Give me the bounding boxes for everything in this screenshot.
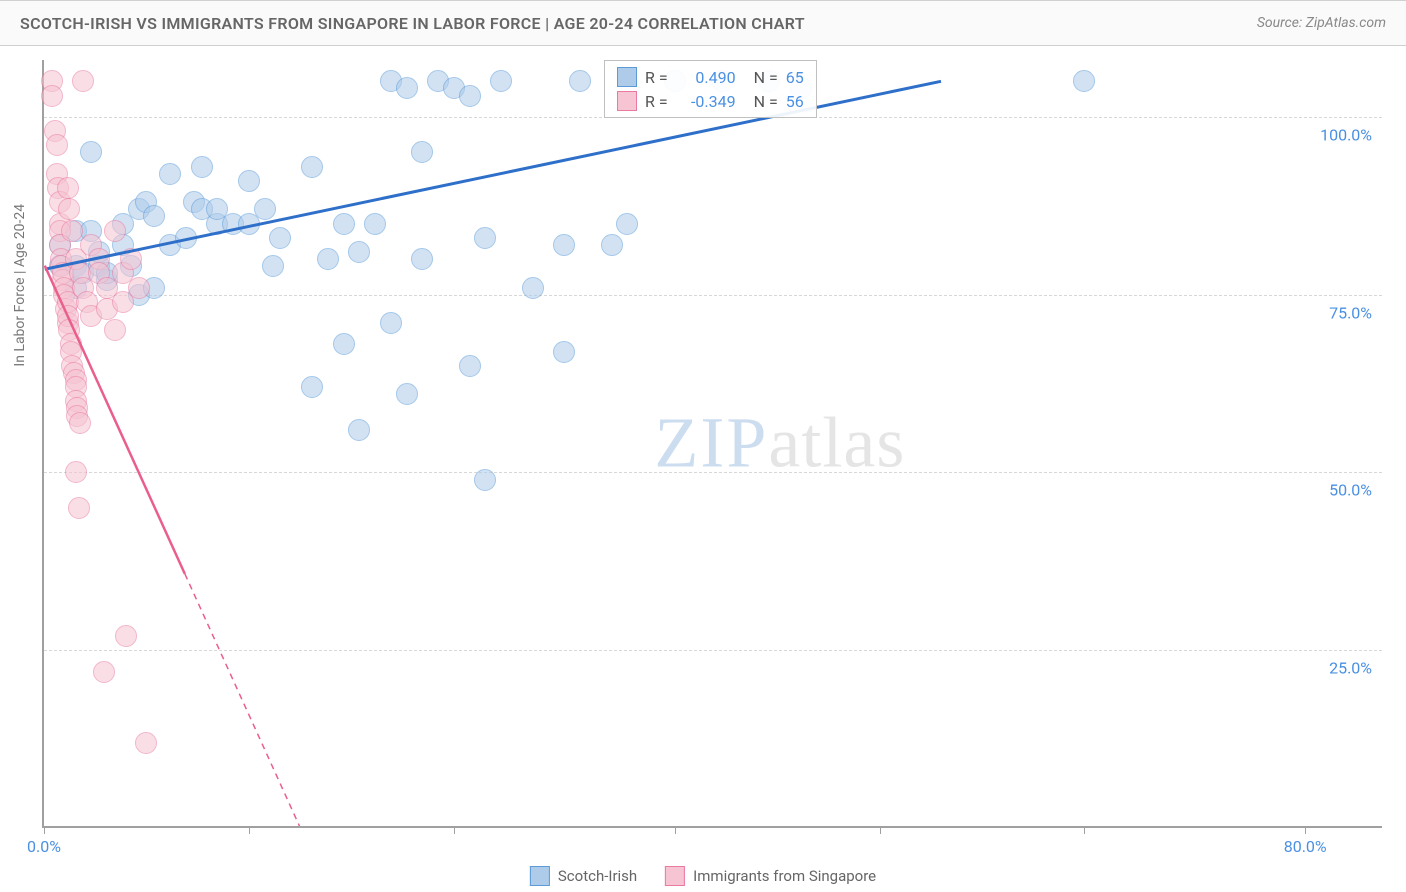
scatter-point [396, 77, 418, 99]
scatter-point [68, 497, 90, 519]
scatter-point [317, 248, 339, 270]
scatter-point [115, 625, 137, 647]
scatter-point [522, 277, 544, 299]
stats-n-value: 65 [786, 68, 804, 87]
scatter-point [333, 213, 355, 235]
y-tick-label: 25.0% [1329, 659, 1372, 678]
scatter-point [262, 255, 284, 277]
y-tick-label: 75.0% [1329, 303, 1372, 322]
gridline-horizontal [44, 650, 1382, 651]
stats-n-label: N = [754, 68, 778, 87]
scatter-point [301, 376, 323, 398]
scatter-point [143, 205, 165, 227]
stats-n-value: 56 [786, 92, 804, 111]
scatter-point [104, 319, 126, 341]
scatter-point [46, 134, 68, 156]
x-tick-label: 80.0% [1284, 837, 1327, 856]
scatter-point [411, 141, 433, 163]
x-tick-mark [1084, 826, 1085, 834]
stats-n-label: N = [754, 92, 778, 111]
scatter-point [474, 469, 496, 491]
scatter-point [269, 227, 291, 249]
scatter-point [474, 227, 496, 249]
scatter-point [41, 85, 63, 107]
legend-label: Scotch-Irish [558, 867, 637, 885]
legend-item: Scotch-Irish [530, 866, 637, 886]
x-tick-mark [880, 826, 881, 834]
scatter-point [1073, 70, 1095, 92]
gridline-horizontal [44, 472, 1382, 473]
legend-swatch [530, 866, 550, 886]
y-tick-label: 100.0% [1320, 125, 1372, 144]
stats-r-label: R = [645, 68, 668, 87]
legend: Scotch-Irish Immigrants from Singapore [530, 866, 876, 886]
gridline-horizontal [44, 295, 1382, 296]
scatter-point [175, 227, 197, 249]
scatter-point [135, 732, 157, 754]
scatter-point [380, 312, 402, 334]
x-tick-mark [454, 826, 455, 834]
scatter-point [348, 419, 370, 441]
scatter-point [411, 248, 433, 270]
scatter-point [459, 85, 481, 107]
scatter-point [553, 341, 575, 363]
scatter-point [58, 198, 80, 220]
scatter-point [254, 198, 276, 220]
scatter-point [61, 220, 83, 242]
stats-r-label: R = [645, 92, 668, 111]
stats-swatch [617, 91, 637, 111]
y-axis-label: In Labor Force | Age 20-24 [12, 204, 28, 367]
x-tick-mark [1305, 826, 1306, 834]
x-tick-mark [249, 826, 250, 834]
legend-label: Immigrants from Singapore [693, 867, 876, 885]
scatter-point [104, 220, 126, 242]
stats-row: R = 0.490 N = 65 [617, 65, 804, 89]
x-tick-mark [675, 826, 676, 834]
y-tick-label: 50.0% [1329, 481, 1372, 500]
scatter-point [238, 170, 260, 192]
scatter-point [601, 234, 623, 256]
scatter-point [80, 141, 102, 163]
scatter-point [159, 163, 181, 185]
scatter-point [128, 277, 150, 299]
scatter-point [490, 70, 512, 92]
stats-r-value: 0.490 [676, 68, 736, 87]
scatter-point [616, 213, 638, 235]
chart-header: SCOTCH-IRISH VS IMMIGRANTS FROM SINGAPOR… [0, 0, 1406, 46]
x-tick-mark [44, 826, 45, 834]
scatter-point [301, 156, 323, 178]
legend-swatch [665, 866, 685, 886]
scatter-point [69, 412, 91, 434]
scatter-point [93, 661, 115, 683]
stats-row: R = -0.349 N = 56 [617, 89, 804, 113]
scatter-point [65, 461, 87, 483]
chart-source: Source: ZipAtlas.com [1257, 15, 1386, 31]
scatter-point [57, 177, 79, 199]
scatter-point [333, 333, 355, 355]
scatter-point [396, 383, 418, 405]
x-tick-label: 0.0% [27, 837, 61, 856]
scatter-point [191, 156, 213, 178]
chart-title: SCOTCH-IRISH VS IMMIGRANTS FROM SINGAPOR… [20, 14, 805, 33]
scatter-point [348, 241, 370, 263]
legend-item: Immigrants from Singapore [665, 866, 876, 886]
plot-area: 25.0%50.0%75.0%100.0%0.0%80.0%ZIPatlas [42, 60, 1382, 828]
stats-r-value: -0.349 [676, 92, 736, 111]
scatter-point [364, 213, 386, 235]
scatter-point [553, 234, 575, 256]
scatter-point [569, 70, 591, 92]
stats-swatch [617, 67, 637, 87]
scatter-point [120, 248, 142, 270]
scatter-point [72, 70, 94, 92]
correlation-stats-box: R = 0.490 N = 65 R = -0.349 N = 56 [604, 60, 817, 118]
scatter-point [459, 355, 481, 377]
